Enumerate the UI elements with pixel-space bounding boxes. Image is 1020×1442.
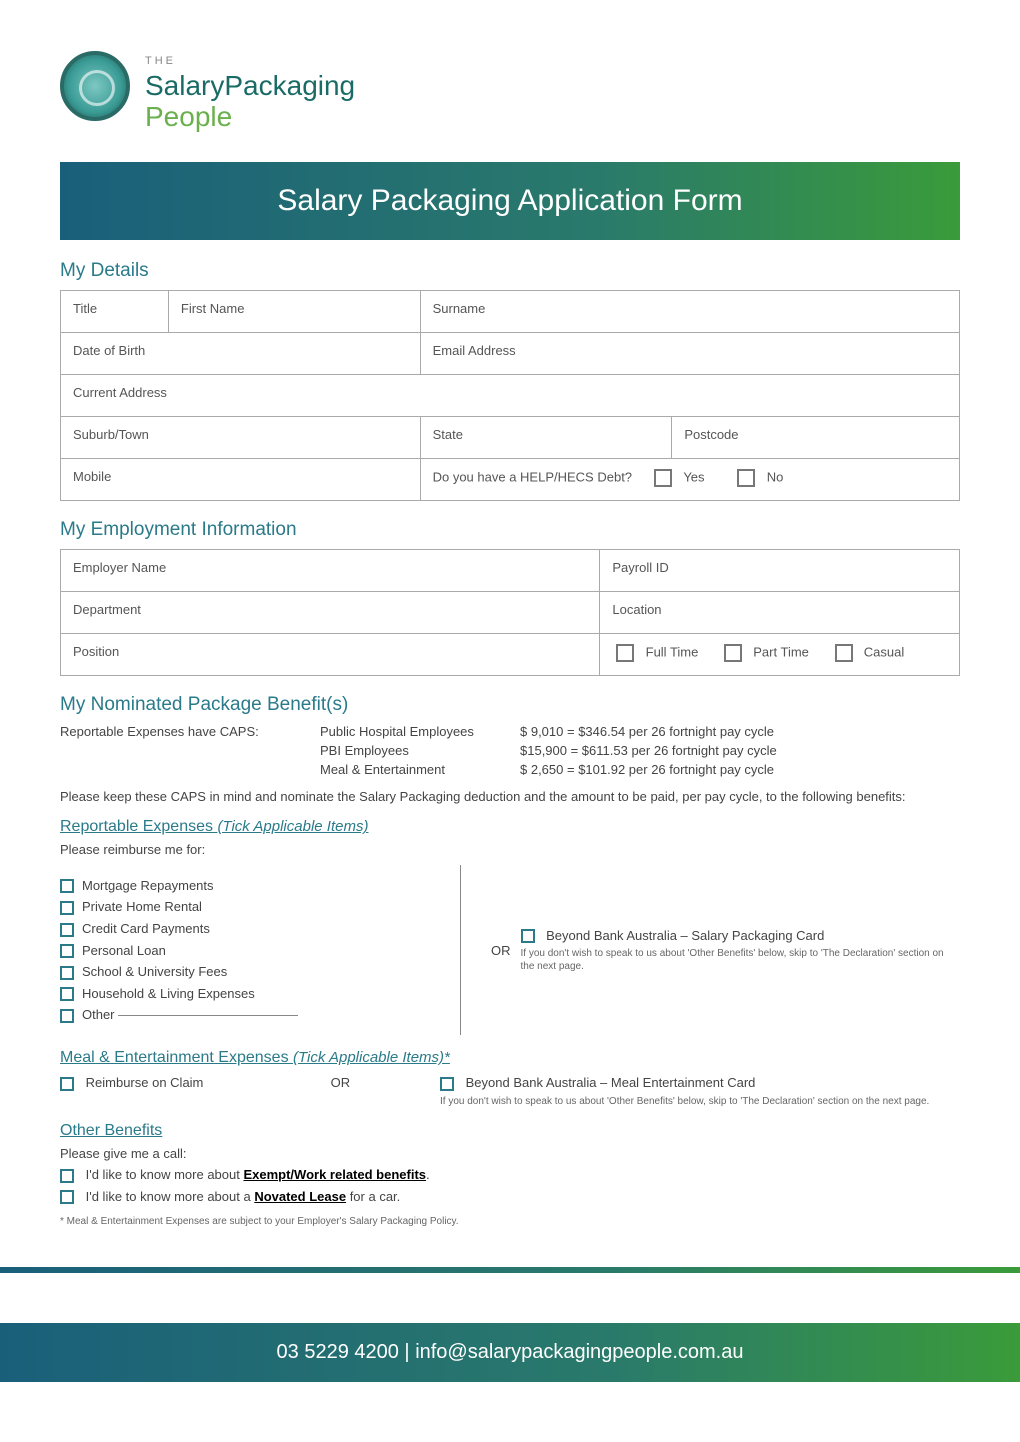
checkbox-exempt-benefits[interactable] — [60, 1169, 74, 1183]
heading-meal: Meal & Entertainment Expenses (Tick Appl… — [60, 1049, 960, 1067]
label-casual: Casual — [864, 645, 904, 660]
reportable-tick-note: (Tick Applicable Items) — [217, 818, 368, 835]
divider-line — [460, 865, 461, 1035]
heading-reportable: Reportable Expenses (Tick Applicable Ite… — [60, 818, 960, 836]
checkbox-beyond-bank-me[interactable] — [440, 1077, 454, 1091]
reimburse-claim-label: Reimburse on Claim — [86, 1075, 204, 1090]
other-item2-a: I'd like to know more about a — [86, 1189, 255, 1204]
checkbox-household[interactable] — [60, 987, 74, 1001]
logo-block: THE SalaryPackaging People — [60, 40, 960, 132]
caps-intro: Reportable Expenses have CAPS: — [60, 724, 320, 739]
employment-table: Employer Name Payroll ID Department Loca… — [60, 549, 960, 676]
checkbox-part-time[interactable] — [724, 644, 742, 662]
caps-who-0: Public Hospital Employees — [320, 724, 520, 739]
reportable-right-note: If you don't wish to speak to us about '… — [521, 947, 961, 973]
reportable-please: Please reimburse me for: — [60, 842, 960, 857]
label-no: No — [767, 470, 784, 485]
other-please: Please give me a call: — [60, 1146, 960, 1161]
meal-right-note: If you don't wish to speak to us about '… — [440, 1095, 960, 1108]
caps-note: Please keep these CAPS in mind and nomin… — [60, 789, 960, 804]
or-label-meal: OR — [331, 1075, 351, 1090]
caps-cap-0: $ 9,010 = $346.54 per 26 fortnight pay c… — [520, 724, 960, 739]
checkbox-casual[interactable] — [835, 644, 853, 662]
footer-bar: 03 5229 4200 | info@salarypackagingpeopl… — [0, 1323, 1020, 1382]
label-email: Email Address — [433, 343, 947, 358]
caps-cap-1: $15,900 = $611.53 per 26 fortnight pay c… — [520, 743, 960, 758]
footer-phone: 03 5229 4200 — [277, 1341, 399, 1363]
label-suburb: Suburb/Town — [73, 427, 408, 442]
label-department: Department — [73, 602, 587, 617]
checkbox-credit-card[interactable] — [60, 923, 74, 937]
section-my-benefits: My Nominated Package Benefit(s) — [60, 694, 960, 716]
other-item2-b: Novated Lease — [254, 1189, 346, 1204]
or-label-reportable: OR — [491, 943, 511, 958]
checkbox-beyond-bank-sp[interactable] — [521, 929, 535, 943]
brand-packaging: Packaging — [224, 70, 355, 101]
label-help-debt: Do you have a HELP/HECS Debt? — [433, 470, 632, 485]
item-household: Household & Living Expenses — [82, 986, 255, 1001]
footer-sep: | — [399, 1341, 415, 1363]
item-other: Other — [82, 1007, 115, 1022]
item-mortgage: Mortgage Repayments — [82, 878, 214, 893]
label-surname: Surname — [433, 301, 947, 316]
checkbox-mortgage[interactable] — [60, 879, 74, 893]
heading-other: Other Benefits — [60, 1122, 960, 1140]
section-my-details: My Details — [60, 260, 960, 282]
my-details-table: Title First Name Surname Date of Birth E… — [60, 290, 960, 501]
checkbox-personal-loan[interactable] — [60, 944, 74, 958]
label-yes: Yes — [683, 470, 704, 485]
label-position: Position — [73, 644, 587, 659]
other-input-line[interactable] — [118, 1015, 298, 1016]
logo-text: THE SalaryPackaging People — [145, 40, 355, 132]
form-title-banner: Salary Packaging Application Form — [60, 162, 960, 240]
meal-heading-text: Meal & Entertainment Expenses — [60, 1049, 289, 1066]
checkbox-other[interactable] — [60, 1009, 74, 1023]
item-credit-card: Credit Card Payments — [82, 921, 210, 936]
checkbox-help-no[interactable] — [737, 469, 755, 487]
footer-email: info@salarypackagingpeople.com.au — [415, 1341, 743, 1363]
reportable-left-column: Mortgage Repayments Private Home Rental … — [60, 872, 440, 1029]
item-rental: Private Home Rental — [82, 899, 202, 914]
other-item1-c: . — [426, 1167, 430, 1182]
checkbox-full-time[interactable] — [616, 644, 634, 662]
other-item2-c: for a car. — [346, 1189, 400, 1204]
caps-cap-2: $ 2,650 = $101.92 per 26 fortnight pay c… — [520, 762, 960, 777]
brand-people: People — [145, 101, 232, 132]
checkbox-help-yes[interactable] — [654, 469, 672, 487]
brand-salary: Salary — [145, 70, 224, 101]
label-employer: Employer Name — [73, 560, 587, 575]
label-address: Current Address — [73, 385, 947, 400]
label-title: Title — [73, 301, 156, 316]
logo-icon — [60, 51, 130, 121]
brand-the: THE — [145, 55, 176, 67]
label-first-name: First Name — [181, 301, 408, 316]
checkbox-novated-lease[interactable] — [60, 1190, 74, 1204]
label-mobile: Mobile — [73, 469, 408, 484]
checkbox-school-fees[interactable] — [60, 966, 74, 980]
item-school-fees: School & University Fees — [82, 964, 227, 979]
other-item1-a: I'd like to know more about — [86, 1167, 244, 1182]
caps-who-2: Meal & Entertainment — [320, 762, 520, 777]
reportable-heading-text: Reportable Expenses — [60, 818, 213, 835]
label-state: State — [433, 427, 660, 442]
item-personal-loan: Personal Loan — [82, 943, 166, 958]
footnote: * Meal & Entertainment Expenses are subj… — [60, 1216, 960, 1227]
beyond-bank-me-label: Beyond Bank Australia – Meal Entertainme… — [466, 1075, 756, 1090]
caps-who-1: PBI Employees — [320, 743, 520, 758]
label-payroll: Payroll ID — [612, 560, 947, 575]
label-full-time: Full Time — [646, 645, 699, 660]
checkbox-reimburse-claim[interactable] — [60, 1077, 74, 1091]
label-postcode: Postcode — [684, 427, 947, 442]
meal-tick-note: (Tick Applicable Items)* — [293, 1049, 450, 1066]
label-dob: Date of Birth — [73, 343, 408, 358]
section-my-employment: My Employment Information — [60, 519, 960, 541]
other-item1-b: Exempt/Work related benefits — [243, 1167, 426, 1182]
checkbox-rental[interactable] — [60, 901, 74, 915]
label-part-time: Part Time — [753, 645, 809, 660]
beyond-bank-sp-label: Beyond Bank Australia – Salary Packaging… — [546, 928, 824, 943]
label-location: Location — [612, 602, 947, 617]
